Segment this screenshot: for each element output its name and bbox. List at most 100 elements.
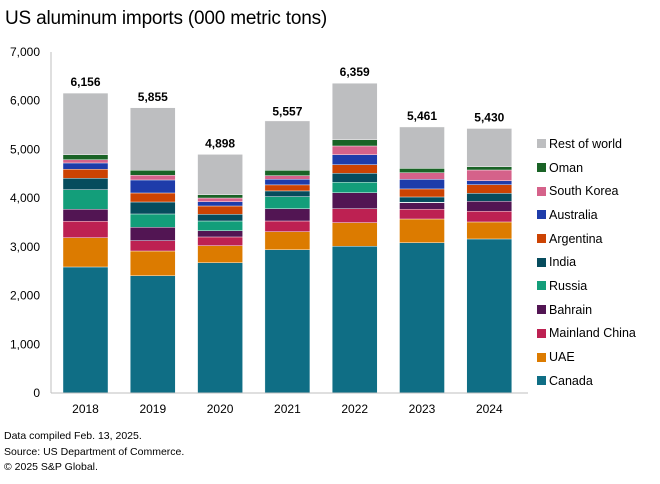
x-tick-label: 2023 (409, 402, 436, 416)
legend-label: Argentina (549, 231, 603, 246)
legend-item-mainland-china: Mainland China (537, 322, 636, 346)
legend-swatch (537, 305, 546, 315)
legend-label: India (549, 255, 577, 270)
legend-swatch (537, 376, 546, 386)
bar-segment-bahrain (399, 202, 445, 210)
legend-item-oman: Oman (537, 156, 636, 180)
bar-segment-mainland-china (197, 236, 243, 246)
bar-segment-australia (399, 179, 445, 190)
footer-source: Source: US Department of Commerce. (4, 445, 185, 458)
legend-swatch (537, 281, 546, 291)
footer-compiled-date: Data compiled Feb. 13, 2025. (4, 430, 142, 442)
legend-swatch (537, 234, 546, 244)
legend-label: Russia (549, 278, 588, 293)
bar-segment-india (399, 196, 445, 203)
legend-label: Mainland China (549, 326, 636, 341)
legend: Rest of world Oman South Korea Australia Arg… (537, 132, 636, 393)
bar-segment-australia (62, 162, 109, 170)
bar-segment-canada (197, 262, 243, 394)
legend-label: Oman (549, 160, 584, 175)
legend-item-rest-of-world: Rest of world (537, 132, 636, 156)
bar-segment-india (62, 178, 109, 190)
y-tick-label: 1,000 (10, 337, 40, 351)
bar-segment-oman (399, 168, 445, 173)
bar-segment-india (130, 201, 176, 215)
bar-segment-south-korea (466, 169, 512, 181)
bar-segment-argentina (62, 169, 109, 179)
legend-swatch (537, 352, 546, 362)
legend-swatch (537, 186, 546, 196)
bar-segment-uae (399, 218, 445, 243)
legend-item-uae: UAE (537, 345, 636, 369)
bar-segment-south-korea (130, 175, 176, 181)
x-tick-label: 2024 (476, 402, 503, 416)
legend-item-russia: Russia (537, 274, 636, 298)
bar-segment-rest-of-world (332, 83, 378, 140)
bar-segment-mainland-china (130, 240, 176, 252)
bar-segment-canada (332, 246, 378, 394)
bar-segment-south-korea (62, 159, 109, 164)
x-tick-label: 2020 (207, 402, 234, 416)
bar-segment-mainland-china (264, 220, 311, 232)
y-tick-label: 2,000 (10, 289, 40, 303)
legend-swatch (537, 328, 546, 338)
bar-segment-canada (399, 242, 445, 394)
bar-segment-rest-of-world (264, 120, 311, 171)
bar-segment-uae (332, 222, 378, 247)
x-tick-label: 2019 (139, 402, 166, 416)
bar-segment-oman (466, 166, 512, 171)
bar-segment-bahrain (466, 201, 512, 212)
bar-segment-canada (130, 275, 176, 394)
legend-item-australia: Australia (537, 203, 636, 227)
bar-segment-rest-of-world (399, 126, 445, 169)
legend-item-india: India (537, 250, 636, 274)
chart-title: US aluminum imports (000 metric tons) (5, 8, 328, 29)
bar-segment-oman (130, 170, 176, 176)
bar-segment-oman (197, 194, 243, 199)
x-tick-label: 2022 (341, 402, 368, 416)
bar-segment-argentina (264, 184, 311, 192)
legend-item-bahrain: Bahrain (537, 298, 636, 322)
bar-segment-argentina (130, 192, 176, 203)
y-tick-label: 0 (33, 386, 40, 400)
bar-segment-russia (264, 196, 311, 209)
total-label: 5,461 (407, 109, 437, 123)
bar-segment-mainland-china (466, 211, 512, 223)
total-label: 4,898 (205, 136, 235, 150)
bar-segment-india (264, 190, 311, 197)
bar-segment-uae (466, 221, 512, 240)
legend-label: Bahrain (549, 302, 593, 317)
bar-segment-argentina (466, 184, 512, 194)
y-tick-label: 5,000 (10, 142, 40, 156)
bar-segment-bahrain (130, 227, 176, 241)
bar-segment-rest-of-world (197, 154, 243, 195)
total-label: 5,557 (272, 104, 302, 118)
bar-segment-south-korea (197, 197, 243, 202)
legend-label: Australia (549, 207, 598, 222)
total-labels: 6,156 5,855 4,898 5,557 6,359 5,461 5,430 (70, 65, 504, 150)
bar-segment-russia (197, 220, 243, 231)
bar-segment-bahrain (264, 208, 311, 222)
bar-segment-bahrain (197, 230, 243, 238)
bar-segment-south-korea (264, 175, 311, 180)
y-tick-label: 6,000 (10, 94, 40, 108)
legend-swatch (537, 163, 546, 173)
bar-segment-uae (62, 237, 109, 268)
bar-segment-bahrain (62, 209, 109, 222)
footer-copyright: © 2025 S&P Global. (4, 461, 98, 473)
total-label: 6,359 (340, 65, 370, 79)
x-tick-label: 2018 (72, 402, 99, 416)
bar-segment-india (197, 214, 243, 222)
footer: Data compiled Feb. 13, 2025. Source: US … (4, 429, 184, 476)
bar-segment-oman (264, 170, 311, 176)
bar-segment-australia (332, 154, 378, 165)
bar-segment-mainland-china (399, 209, 445, 220)
y-axis: 0 1,000 2,000 3,000 4,000 5,000 6,000 7,000 (10, 45, 52, 400)
bar-segment-australia (197, 201, 243, 207)
bar-segment-uae (130, 250, 176, 276)
bar-segment-india (466, 193, 512, 202)
x-axis: 2018 2019 2020 2021 2022 2023 2024 (51, 392, 528, 416)
legend-label: Canada (549, 373, 593, 388)
bar-segment-argentina (197, 205, 243, 215)
legend-item-argentina: Argentina (537, 227, 636, 251)
